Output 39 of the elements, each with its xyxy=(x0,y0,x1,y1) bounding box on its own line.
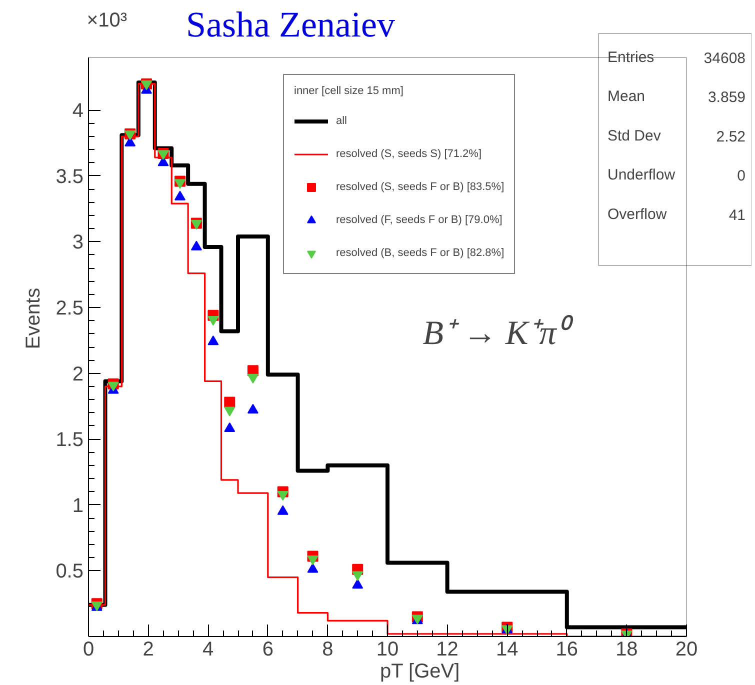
y-tick-label: 2 xyxy=(72,363,84,386)
y-tick-label: 4 xyxy=(72,100,84,122)
x-tick-label: 10 xyxy=(376,638,399,660)
y-axis-title: Events xyxy=(22,288,45,350)
legend-label: resolved (F, seeds F or B) [79.0%] xyxy=(336,214,502,226)
annotation: Entries xyxy=(608,49,654,66)
y-tick-label: 1.5 xyxy=(56,429,84,452)
text: 2.52 xyxy=(716,128,746,146)
x-tick-label: 20 xyxy=(675,638,698,660)
x-tick-label: 18 xyxy=(616,638,638,660)
x-tick-label: 12 xyxy=(436,638,458,660)
y-tick-label: 1 xyxy=(72,494,84,517)
x-tick-label: 16 xyxy=(556,638,578,660)
y-tick-label: 3.5 xyxy=(56,166,84,188)
x-tick-label: 8 xyxy=(322,638,334,660)
y-tick-label: 0.5 xyxy=(56,560,84,583)
text: 41 xyxy=(728,206,746,224)
legend-label: resolved (B, seeds F or B) [82.8%] xyxy=(336,247,504,259)
x-tick-label: 14 xyxy=(496,638,518,660)
legend-title: inner [cell size 15 mm] xyxy=(294,85,404,97)
y-tick-label: 2.5 xyxy=(56,298,84,320)
text: 34608 xyxy=(704,50,746,67)
x-tick-label: 4 xyxy=(202,638,214,660)
annotation: Mean xyxy=(608,88,646,106)
x-tick-label: 2 xyxy=(142,638,154,660)
x-tick-label: 0 xyxy=(82,638,94,660)
legend-label: all xyxy=(336,115,348,127)
y-tick-label: 3 xyxy=(72,232,84,254)
text: 0 xyxy=(737,168,746,185)
annotation: Underflow xyxy=(608,166,676,184)
annotation: Std Dev xyxy=(608,127,662,144)
x-axis-title: pT [GeV] xyxy=(380,660,460,682)
text: 3.859 xyxy=(708,89,746,106)
chart-title: Sasha Zenaiev xyxy=(186,4,395,44)
annotation: B⁺ → K⁺π⁰ xyxy=(422,315,574,352)
annotation: Overflow xyxy=(608,206,667,223)
legend-label: resolved (S, seeds S) [71.2%] xyxy=(336,148,482,160)
legend-label: resolved (S, seeds F or B) [83.5%] xyxy=(336,181,504,193)
x-tick-label: 6 xyxy=(262,638,274,660)
